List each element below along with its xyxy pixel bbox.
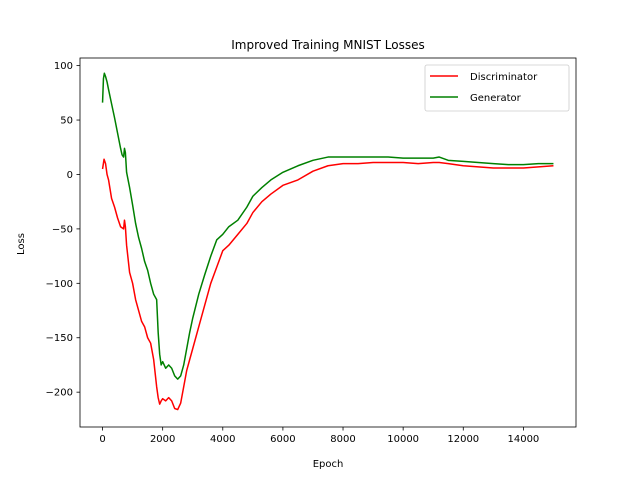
x-tick-label: 8000 xyxy=(330,434,355,445)
x-tick-label: 4000 xyxy=(210,434,235,445)
y-tick-label: −50 xyxy=(52,224,73,235)
y-tick-label: −200 xyxy=(46,388,73,399)
y-tick-label: 0 xyxy=(67,170,73,181)
x-tick-label: 0 xyxy=(99,434,105,445)
series-line-generator xyxy=(101,72,554,380)
x-tick-label: 10000 xyxy=(387,434,419,445)
y-tick-label: −150 xyxy=(46,333,73,344)
chart-title: Improved Training MNIST Losses xyxy=(231,38,425,52)
y-tick-label: 50 xyxy=(60,116,73,127)
x-tick-label: 14000 xyxy=(507,434,539,445)
x-tick-label: 12000 xyxy=(447,434,479,445)
axes: 0 2000 4000 6000 8000 10000 12000 14000 100 50 0 −5… xyxy=(46,57,577,445)
legend-label-generator: Generator xyxy=(470,93,522,104)
x-tick-label: 6000 xyxy=(270,434,295,445)
axes-frame xyxy=(79,57,577,428)
legend-box xyxy=(424,64,570,112)
plot-area xyxy=(101,72,554,411)
x-tick-label: 2000 xyxy=(150,434,175,445)
y-tick-label: 100 xyxy=(54,61,73,72)
x-axis-label: Epoch xyxy=(313,459,344,470)
series-line-discriminator xyxy=(101,158,554,411)
y-axis-label: Loss xyxy=(16,233,27,255)
legend-label-discriminator: Discriminator xyxy=(470,72,538,83)
y-tick-label: −100 xyxy=(46,279,73,290)
legend: Discriminator Generator xyxy=(424,64,570,112)
